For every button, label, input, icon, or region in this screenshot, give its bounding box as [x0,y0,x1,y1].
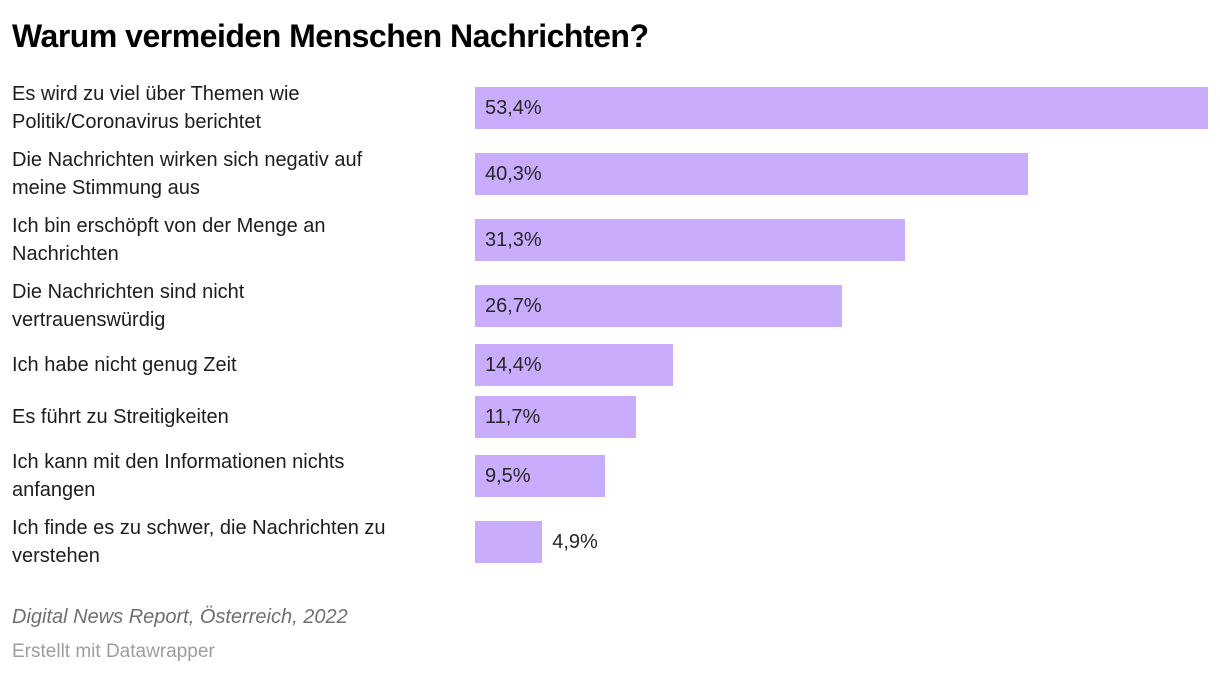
bar: 9,5% [475,455,606,497]
bar-row: Die Nachrichten wirken sich negativ auf … [12,146,1208,202]
bar-track: 31,3% [475,219,1208,261]
bar-track: 53,4% [475,87,1208,129]
bar: 14,4% [475,344,673,386]
bar-track: 14,4% [475,344,1208,386]
value-label: 9,5% [485,464,531,487]
bar-track: 26,7% [475,285,1208,327]
bar-row: Ich habe nicht genug Zeit 14,4% [12,344,1208,386]
bar-row: Es wird zu viel über Themen wie Politik/… [12,80,1208,136]
bar: 26,7% [475,285,842,327]
bar: 11,7% [475,396,636,438]
bar-row: Ich kann mit den Informationen nichts an… [12,448,1208,504]
bar-row: Die Nachrichten sind nicht vertrauenswür… [12,278,1208,334]
source-note: Digital News Report, Österreich, 2022 [12,606,348,628]
chart-footer: Digital News Report, Österreich, 2022 Er… [12,604,1208,664]
value-label: 4,9% [552,530,598,553]
category-label: Es führt zu Streitigkeiten [12,406,229,428]
bar-track: 40,3% [475,153,1208,195]
bar-chart: Es wird zu viel über Themen wie Politik/… [12,80,1208,570]
bar-track: 11,7% [475,396,1208,438]
bar: 53,4% [475,87,1208,129]
datawrapper-byline[interactable]: Erstellt mit Datawrapper [12,641,215,662]
category-label: Ich bin erschöpft von der Menge an Nachr… [12,215,326,265]
category-label: Die Nachrichten sind nicht vertrauenswür… [12,281,245,331]
bar-row: Es führt zu Streitigkeiten 11,7% [12,396,1208,438]
chart-title: Warum vermeiden Menschen Nachrichten? [12,18,649,54]
bar: 31,3% [475,219,905,261]
bar [475,521,543,563]
category-label: Es wird zu viel über Themen wie Politik/… [12,83,300,133]
bar-track: 4,9% [475,521,1208,563]
category-label: Ich kann mit den Informationen nichts an… [12,451,345,501]
bar-row: Ich bin erschöpft von der Menge an Nachr… [12,212,1208,268]
value-label: 53,4% [485,96,542,119]
category-label: Die Nachrichten wirken sich negativ auf … [12,149,363,199]
category-label: Ich habe nicht genug Zeit [12,354,237,376]
bar-track: 9,5% [475,455,1208,497]
category-label: Ich finde es zu schwer, die Nachrichten … [12,517,386,567]
bar-row: Ich finde es zu schwer, die Nachrichten … [12,514,1208,570]
value-label: 31,3% [485,228,542,251]
value-label: 26,7% [485,294,542,317]
value-label: 11,7% [485,405,541,428]
bar: 40,3% [475,153,1029,195]
value-label: 14,4% [485,353,542,376]
value-label: 40,3% [485,162,542,185]
